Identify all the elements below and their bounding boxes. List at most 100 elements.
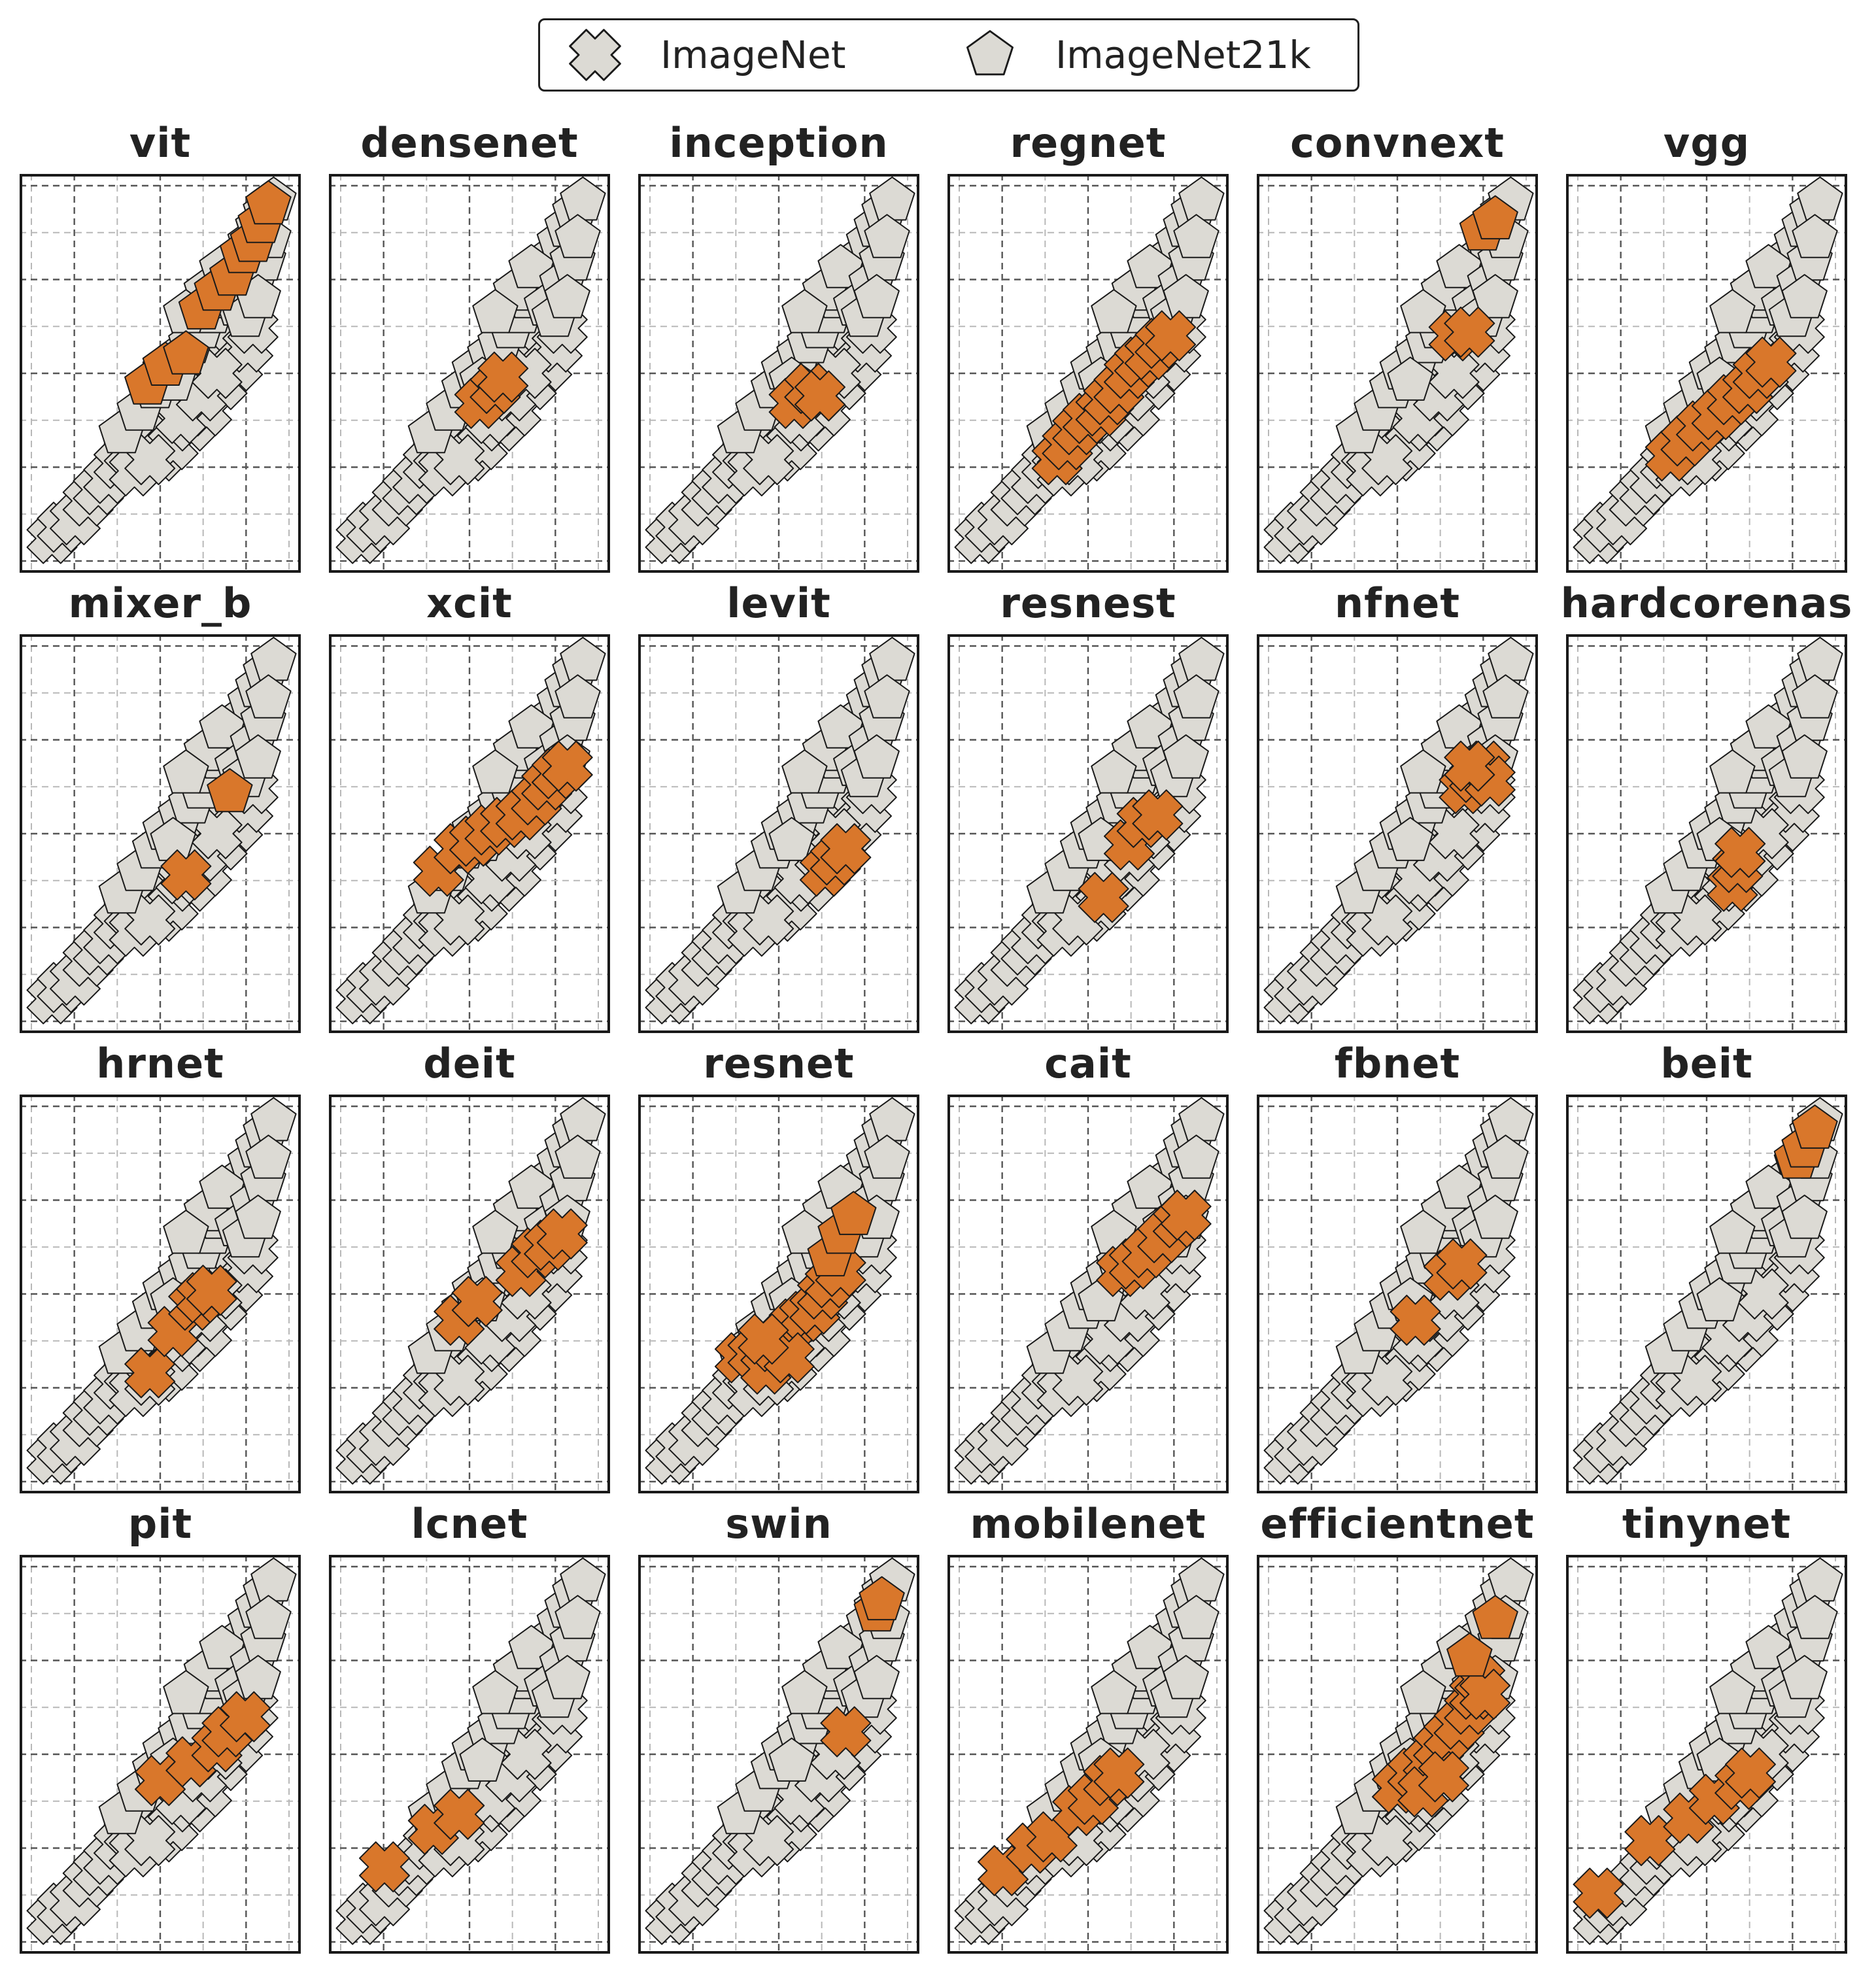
point-imagenet21k (1178, 1096, 1225, 1142)
panel-plot (947, 634, 1229, 1033)
highlight-point-imagenet (1160, 1189, 1212, 1241)
panel-frame (638, 1555, 919, 1954)
point-imagenet21k (1781, 1655, 1828, 1699)
panel-regnet: regnet (947, 119, 1229, 573)
point-imagenet21k (1709, 749, 1756, 794)
point-imagenet21k (472, 1210, 519, 1254)
panel-title: fbnet (1334, 1040, 1461, 1087)
point-imagenet21k (1173, 214, 1219, 258)
panel-plot (329, 1095, 610, 1493)
point-imagenet21k (1792, 1595, 1838, 1639)
panel-frame (1566, 1095, 1847, 1493)
highlight-point-imagenet (186, 1265, 237, 1316)
panel-plot (20, 1555, 301, 1954)
panel-title: resnest (1000, 579, 1176, 627)
panel-resnest: resnest (947, 579, 1229, 1033)
highlight-point-imagenet (1745, 336, 1797, 388)
point-imagenet21k (163, 749, 209, 794)
panel-title: inception (669, 119, 889, 167)
point-imagenet21k (1792, 214, 1838, 258)
panel-vit: vit (20, 119, 301, 573)
panel-plot (638, 1555, 919, 1954)
panel-frame (947, 634, 1229, 1033)
highlight-point-imagenet (1078, 872, 1129, 923)
point-imagenet21k (472, 1670, 519, 1714)
point-imagenet21k (1178, 1557, 1225, 1602)
point-imagenet21k (560, 176, 606, 221)
panel-frame (329, 634, 610, 1033)
highlight-point-imagenet (434, 1788, 485, 1840)
highlight-point-imagenet (160, 849, 212, 901)
panel-plot (1566, 174, 1847, 573)
point-imagenet21k (1091, 1670, 1137, 1714)
legend-label-imagenet21k: ImageNet21k (1055, 33, 1311, 77)
panel-plot (947, 174, 1229, 573)
panel-vgg: vgg (1566, 119, 1847, 573)
point-imagenet21k (459, 1737, 505, 1782)
panel-frame (20, 634, 301, 1033)
panel-tinynet: tinynet (1566, 1500, 1847, 1954)
panel-plot (1566, 1095, 1847, 1493)
highlight-point-imagenet (1573, 1867, 1624, 1919)
panel-frame (1257, 1555, 1538, 1954)
highlight-point-imagenet (1725, 1747, 1776, 1799)
point-imagenet21k (1163, 1655, 1209, 1699)
panel-plot (329, 1555, 610, 1954)
point-imagenet21k (1400, 749, 1446, 794)
panel-frame (947, 1555, 1229, 1954)
point-imagenet21k (781, 749, 828, 794)
panel-plot (638, 1095, 919, 1493)
panel-title: deit (423, 1040, 516, 1087)
x-marker-icon (569, 29, 621, 81)
panel-title: convnext (1290, 119, 1505, 167)
panel-frame (329, 174, 610, 573)
panel-convnext: convnext (1257, 119, 1538, 573)
point-imagenet21k (1797, 1557, 1843, 1602)
panel-xcit: xcit (329, 579, 610, 1033)
point-imagenet21k (1709, 1670, 1756, 1714)
panel-title: swin (725, 1500, 832, 1548)
highlight-point-imagenet21k (1472, 195, 1518, 240)
panel-fbnet: fbnet (1257, 1040, 1538, 1493)
point-imagenet21k (1387, 356, 1433, 401)
point-imagenet21k (1400, 1210, 1446, 1254)
highlight-point-imagenet (541, 740, 593, 792)
point-imagenet21k (781, 289, 828, 333)
panel-frame (1566, 634, 1847, 1033)
point-imagenet21k (245, 1134, 292, 1179)
point-imagenet21k (853, 1655, 900, 1699)
highlight-point-imagenet (1444, 306, 1495, 358)
panel-frame (1566, 174, 1847, 573)
panel-title: densenet (360, 119, 579, 167)
point-imagenet21k (560, 1557, 606, 1602)
highlight-point-imagenet (451, 1276, 503, 1327)
highlight-point-imagenet (1390, 1295, 1441, 1346)
highlight-point-imagenet21k (859, 1576, 905, 1621)
panel-swin: swin (638, 1500, 919, 1954)
point-imagenet21k (235, 1195, 281, 1239)
point-imagenet21k (554, 214, 601, 258)
panel-plot (20, 634, 301, 1033)
panel-beit: beit (1566, 1040, 1847, 1493)
panel-title: hrnet (96, 1040, 224, 1087)
panel-inception: inception (638, 119, 919, 573)
highlight-point-imagenet (820, 1706, 872, 1758)
panel-frame (638, 174, 919, 573)
panel-title: xcit (426, 579, 513, 627)
panel-plot (947, 1555, 1229, 1954)
legend-entry-imagenet: ImageNet (564, 20, 845, 90)
highlight-point-imagenet21k (1792, 1104, 1838, 1149)
panel-frame (638, 634, 919, 1033)
point-imagenet21k (560, 1096, 606, 1142)
panel-frame (20, 1095, 301, 1493)
point-imagenet21k (1091, 289, 1137, 333)
panel-plot (1257, 1095, 1538, 1493)
highlight-point-imagenet (738, 1313, 789, 1365)
panel-plot (1257, 634, 1538, 1033)
point-imagenet21k (1178, 176, 1225, 221)
point-imagenet21k (250, 1557, 297, 1602)
point-imagenet21k (1400, 1670, 1446, 1714)
highlight-point-imagenet21k (163, 330, 209, 375)
point-imagenet21k (1781, 274, 1828, 318)
legend: ImageNet ImageNet21k (538, 18, 1359, 92)
